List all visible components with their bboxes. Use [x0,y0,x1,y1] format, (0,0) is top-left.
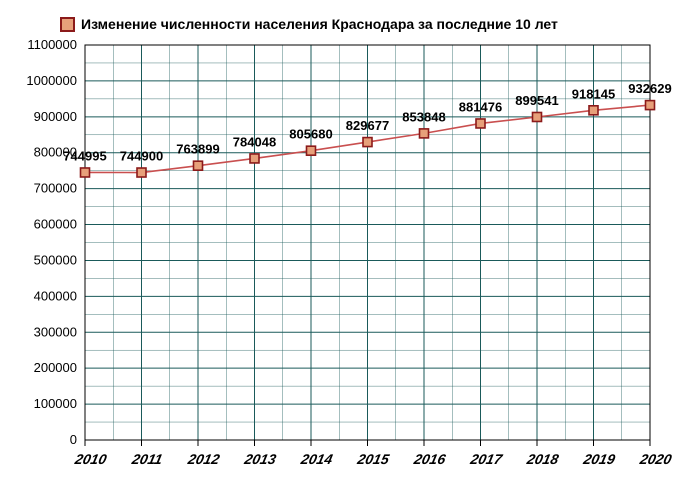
data-label: 881476 [459,99,502,114]
y-tick-label: 100000 [34,396,77,411]
chart-canvas: 0 100000 200000 300000 400000 500000 600000 700… [0,0,680,500]
data-marker [646,101,655,110]
y-tick-label: 300000 [34,324,77,339]
data-marker [250,154,259,163]
y-tick-label: 1100000 [27,37,77,52]
y-tick-label: 500000 [34,252,77,267]
x-tick-label: 2012 [186,451,222,467]
population-chart: Изменение численности населения Краснода… [0,0,680,500]
x-tick-label: 2017 [468,451,505,467]
y-tick-label: 0 [70,432,77,447]
y-tick-label: 200000 [34,360,77,375]
square-marker-icon [60,17,75,32]
data-label: 932629 [628,81,671,96]
x-tick-label: 2019 [581,451,617,467]
data-marker [137,168,146,177]
data-marker [476,119,485,128]
x-tick-label: 2015 [355,451,392,467]
data-label: 899541 [515,93,558,108]
data-marker [363,138,372,147]
data-label: 744995 [63,148,106,163]
x-tick-label: 2020 [638,451,674,467]
x-tick-label: 2011 [130,451,165,467]
y-tick-label: 400000 [34,288,77,303]
data-label: 784048 [233,134,276,149]
y-tick-label: 1000000 [26,73,77,88]
data-label: 829677 [346,118,389,133]
x-tick-label: 2010 [73,451,109,467]
data-marker [307,146,316,155]
legend-label: Изменение численности населения Краснода… [81,16,558,32]
data-marker [420,129,429,138]
x-tick-label: 2018 [525,451,561,467]
x-tick-label: 2016 [412,451,448,467]
data-marker [81,168,90,177]
y-tick-label: 900000 [34,109,77,124]
x-tick-label: 2014 [299,451,335,467]
data-marker [533,112,542,121]
data-label: 763899 [176,142,219,157]
data-label: 805680 [289,127,332,142]
data-label: 853848 [402,109,445,124]
legend: Изменение численности населения Краснода… [60,16,558,32]
data-label: 918145 [572,86,615,101]
data-label: 744900 [120,149,163,164]
x-tick-label: 2013 [242,451,278,467]
data-marker [194,161,203,170]
data-marker [589,106,598,115]
y-tick-label: 600000 [34,217,77,232]
y-tick-label: 700000 [34,181,77,196]
